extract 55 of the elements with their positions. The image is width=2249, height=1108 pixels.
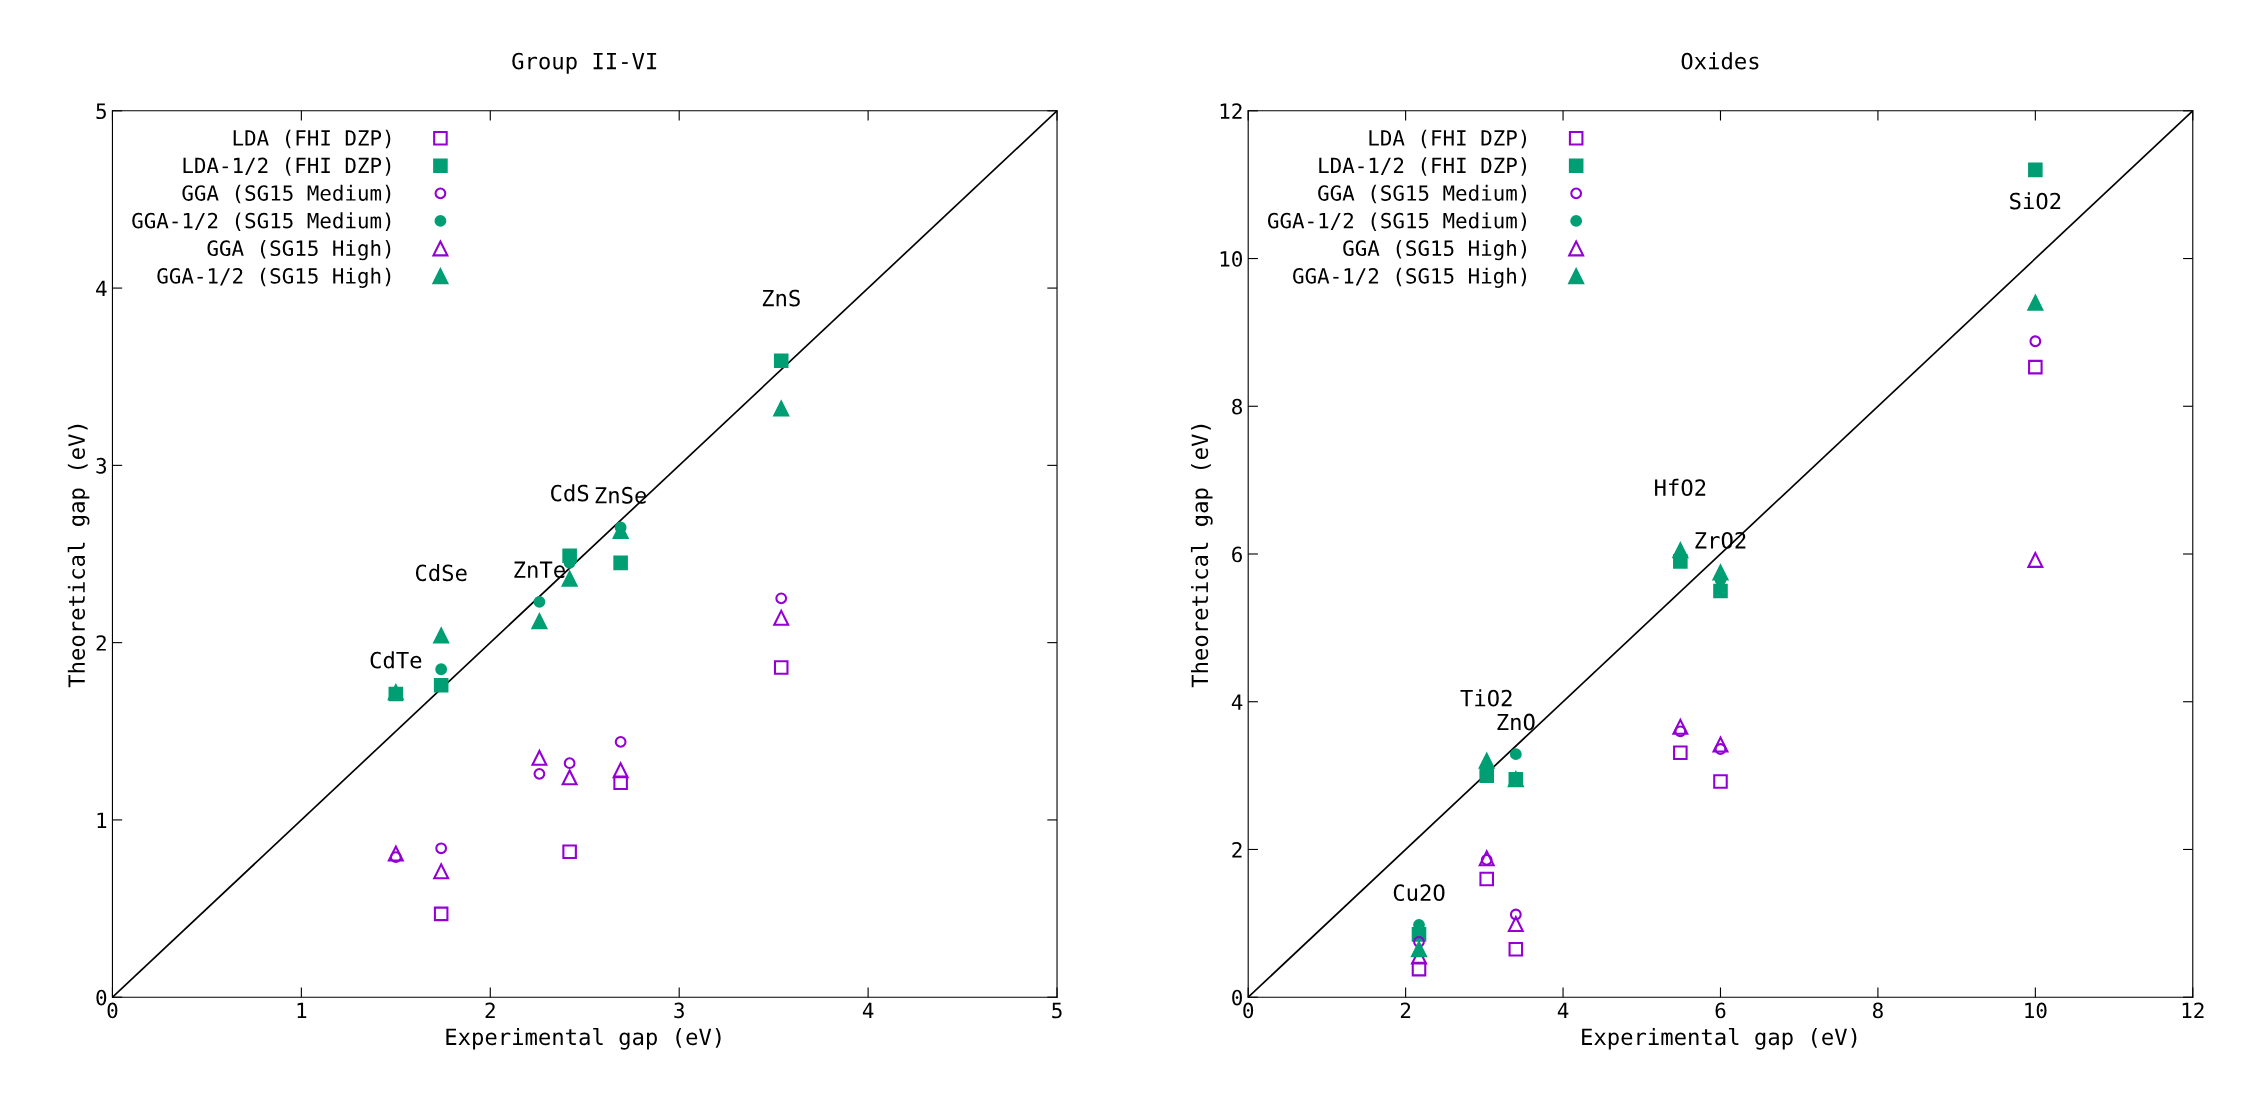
x-tick-label: 1 (297, 1002, 307, 1018)
y-tick-label: 12 (1220, 103, 1242, 119)
chart-title: Group II-VI (512, 52, 657, 74)
annotation: ZnO (1497, 713, 1535, 731)
y-tick-label: 1 (97, 812, 107, 828)
x-tick-label: 4 (862, 1002, 874, 1018)
legend-label: GGA (SG15 High) (1343, 239, 1527, 261)
legend-label: LDA (FHI DZP) (233, 129, 391, 149)
y-tick-label: 8 (1232, 398, 1242, 415)
annotation: ZnS (762, 289, 800, 307)
legend-label: GGA (SG15 High) (207, 239, 391, 261)
x-tick-label: 5 (1052, 1002, 1062, 1019)
annotation: ZnTe (514, 561, 565, 579)
x-tick-label: 2 (1400, 1002, 1411, 1018)
x-tick-label: 10 (2025, 1002, 2047, 1019)
legend-label: LDA (FHI DZP) (1369, 129, 1527, 149)
y-tick-label: 4 (1231, 694, 1243, 710)
annotation: CdS (551, 484, 589, 502)
annotation: ZnSe (595, 486, 647, 504)
x-tick-label: 8 (1872, 1002, 1883, 1019)
legend-label: GGA-1/2 (SG15 High) (157, 267, 391, 288)
x-tick-label: 3 (674, 1002, 684, 1019)
chart-title: Oxides (1681, 52, 1759, 70)
x-tick-label: 0 (107, 1002, 118, 1019)
annotation: TiO2 (1460, 689, 1512, 707)
annotation: HfO2 (1655, 478, 1706, 496)
annotation: Cu2O (1393, 884, 1445, 902)
annotation: CdTe (370, 651, 422, 669)
y-tick-label: 2 (1232, 841, 1242, 858)
y-axis-title: Theoretical gap (eV) (67, 424, 90, 688)
x-tick-label: 6 (1715, 1002, 1726, 1019)
y-tick-label: 5 (96, 103, 106, 120)
legend-label: GGA-1/2 (SG15 Medium) (1267, 212, 1527, 231)
x-tick-label: 0 (1243, 1002, 1254, 1019)
y-tick-label: 10 (1220, 251, 1242, 267)
y-tick-label: 0 (96, 989, 107, 1006)
x-axis-title: Experimental gap (eV) (446, 1027, 721, 1050)
y-axis-title: Theoretical gap (eV) (1190, 424, 1213, 688)
legend-label: GGA (SG15 Medium) (182, 184, 391, 204)
y-tick-label: 4 (96, 280, 107, 297)
x-tick-label: 4 (1557, 1002, 1569, 1018)
y-tick-label: 0 (1232, 989, 1242, 1006)
x-axis-title: Experimental gap (eV) (1582, 1027, 1857, 1050)
legend-label: GGA-1/2 (SG15 Medium) (132, 212, 391, 231)
y-tick-label: 3 (96, 457, 107, 474)
legend-label: GGA (SG15 Medium) (1318, 184, 1527, 204)
annotation: CdSe (415, 564, 467, 582)
legend-label: LDA-1/2 (FHI DZP) (1319, 157, 1527, 176)
x-tick-label: 12 (2182, 1002, 2204, 1018)
y-tick-label: 2 (96, 635, 106, 651)
annotation: SiO2 (2010, 192, 2061, 210)
legend-label: LDA-1/2 (FHI DZP) (183, 157, 391, 176)
x-tick-label: 2 (485, 1002, 495, 1018)
y-tick-label: 6 (1232, 546, 1242, 563)
legend-label: GGA-1/2 (SG15 High) (1293, 267, 1527, 288)
